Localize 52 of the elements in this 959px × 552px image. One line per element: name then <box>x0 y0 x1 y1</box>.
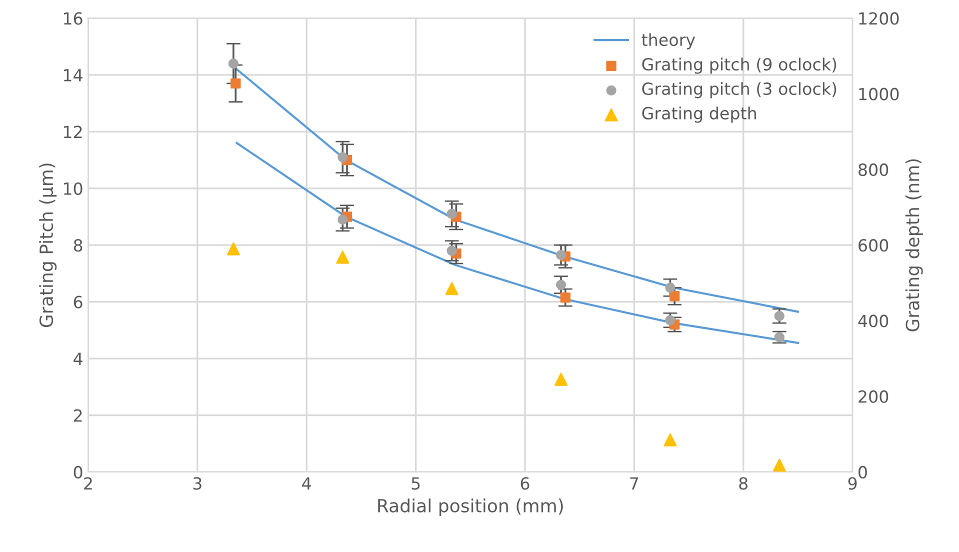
x-tick-label: 2 <box>84 477 92 490</box>
y-tick-label: 2 <box>74 409 82 422</box>
y-tick-label: 4 <box>74 352 82 365</box>
y-tick-label: 14 <box>64 69 82 82</box>
y2-tick-label: 800 <box>858 163 888 176</box>
point <box>560 292 570 303</box>
point <box>446 208 457 219</box>
legend-label: Grating depth <box>642 106 756 123</box>
x-axis-title: Radial position (mm) <box>378 498 563 516</box>
point <box>774 332 784 342</box>
point <box>446 246 457 256</box>
point <box>665 315 676 326</box>
point <box>445 282 458 296</box>
y-tick-label: 12 <box>64 126 82 138</box>
point <box>338 214 348 225</box>
point <box>226 242 240 256</box>
legend-label: Grating pitch (9 oclock) <box>642 58 836 74</box>
y2-tick-label: 1200 <box>859 12 899 25</box>
legend-label: Grating pitch (3 oclock) <box>642 82 836 98</box>
y-tick-label: 10 <box>64 182 82 195</box>
point <box>772 458 786 472</box>
y-tick-label: 8 <box>74 239 82 252</box>
point <box>338 152 348 162</box>
x-tick-label: 8 <box>739 477 748 490</box>
legend-label: theory <box>642 33 696 50</box>
y2-axis-title: Grating depth (nm) <box>905 159 923 332</box>
line-series <box>236 142 799 344</box>
point <box>228 58 239 69</box>
point <box>336 250 350 264</box>
y2-tick-label: 1000 <box>859 88 899 100</box>
y-axis-title: Grating Pitch (µm) <box>39 164 57 328</box>
y2-tick-label: 400 <box>858 314 888 328</box>
y2-tick-label: 200 <box>858 390 888 403</box>
y-tick-label: 6 <box>74 296 82 308</box>
y2-tick-label: 600 <box>858 239 888 252</box>
x-tick-label: 5 <box>412 477 420 490</box>
point <box>664 433 677 446</box>
x-tick-label: 9 <box>848 477 857 490</box>
y-tick-label: 0 <box>74 466 82 479</box>
point <box>556 250 566 260</box>
x-tick-label: 6 <box>520 477 530 490</box>
point <box>665 282 676 293</box>
point <box>669 291 680 302</box>
point <box>556 280 566 290</box>
y2-tick-label: 0 <box>858 466 867 479</box>
point <box>230 78 241 89</box>
point <box>554 372 568 386</box>
y-tick-label: 16 <box>64 12 82 25</box>
x-tick-label: 7 <box>630 477 638 490</box>
x-tick-label: 4 <box>302 477 311 490</box>
x-tick-label: 3 <box>193 477 202 490</box>
point <box>774 310 784 322</box>
